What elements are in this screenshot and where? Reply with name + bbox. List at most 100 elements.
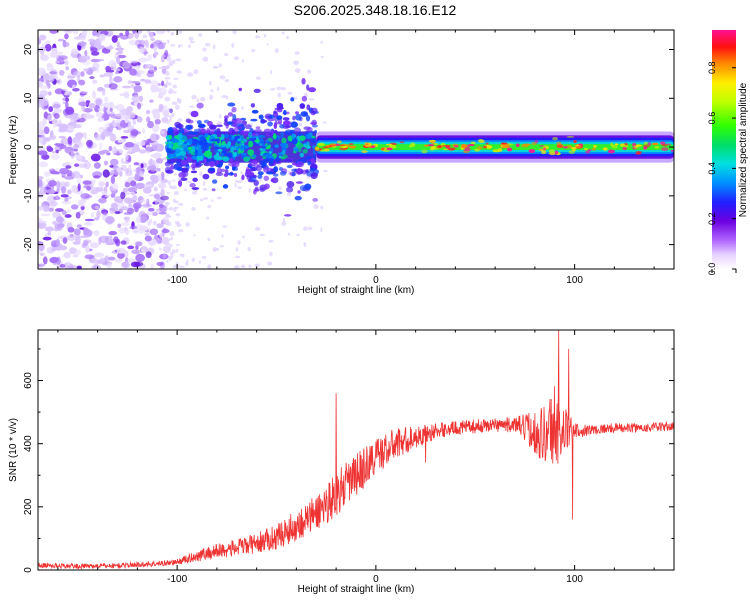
noise-speck — [169, 243, 173, 248]
noise-blob — [74, 163, 80, 167]
carrier-hotspot — [635, 151, 643, 154]
noise-blob — [98, 33, 106, 42]
signal-blob — [303, 143, 307, 148]
noise-blob — [118, 227, 127, 234]
noise-blob — [43, 171, 51, 177]
carrier-hotspot — [602, 147, 608, 151]
signal-blob — [286, 158, 291, 162]
carrier-hotspot — [585, 150, 591, 154]
noise-blob — [55, 256, 61, 265]
noise-speck — [174, 173, 177, 176]
carrier-hotspot — [556, 144, 564, 149]
noise-blob — [138, 39, 145, 45]
signal-blob — [267, 121, 273, 127]
noise-blob — [38, 67, 46, 76]
noise-blob — [132, 119, 137, 125]
noise-speck — [306, 69, 312, 74]
noise-blob — [38, 161, 48, 168]
noise-speck — [188, 105, 195, 108]
carrier-hotspot — [539, 145, 545, 147]
noise-speck — [282, 217, 286, 222]
signal-blob — [216, 138, 220, 144]
noise-speck — [167, 180, 172, 185]
noise-speck — [233, 56, 240, 60]
noise-blob — [59, 123, 69, 132]
noise-blob — [120, 158, 125, 165]
signal-blob — [300, 111, 309, 117]
noise-blob — [160, 188, 165, 197]
noise-blob — [57, 51, 64, 55]
noise-blob — [54, 88, 64, 95]
signal-blob — [187, 146, 193, 151]
signal-blob — [286, 181, 295, 188]
noise-blob — [117, 44, 122, 53]
noise-blob — [104, 194, 110, 198]
noise-speck — [294, 51, 300, 55]
carrier-hotspot — [632, 142, 637, 147]
noise-blob — [127, 245, 135, 250]
noise-speck — [308, 98, 315, 101]
noise-speck — [175, 262, 179, 265]
carrier-hotspot — [421, 149, 428, 154]
signal-blob — [240, 140, 245, 144]
noise-speck — [219, 244, 224, 248]
noise-blob — [147, 120, 154, 129]
noise-blob — [65, 97, 69, 102]
noise-blob — [120, 240, 127, 245]
carrier-hotspot — [635, 152, 642, 155]
noise-speck — [206, 216, 210, 220]
noise-blob — [59, 264, 66, 268]
carrier-hotspot — [528, 149, 536, 154]
noise-blob — [98, 236, 102, 245]
noise-blob — [155, 157, 164, 164]
noise-blob — [96, 259, 106, 264]
signal-blob — [232, 151, 238, 158]
signal-blob — [282, 117, 290, 121]
noise-speck — [169, 115, 173, 120]
noise-blob — [67, 189, 72, 195]
noise-speck — [277, 92, 281, 98]
carrier-hotspot — [463, 148, 471, 152]
noise-blob — [50, 153, 60, 160]
noise-blob — [99, 126, 108, 130]
noise-blob — [84, 49, 88, 57]
noise-speck — [254, 263, 260, 268]
noise-blob — [116, 56, 121, 65]
noise-speck — [247, 247, 251, 252]
signal-blob — [284, 158, 288, 162]
carrier-hotspot — [442, 148, 450, 151]
noise-speck — [263, 33, 267, 38]
noise-blob — [108, 60, 117, 68]
noise-blob — [161, 228, 170, 234]
noise-speck — [234, 183, 237, 188]
noise-blob — [71, 170, 81, 179]
noise-blob — [82, 227, 90, 234]
noise-speck — [164, 121, 170, 124]
noise-speck — [202, 56, 209, 62]
noise-blob — [162, 109, 169, 117]
colorbar-label: Normalized spectral amplitude — [738, 82, 749, 217]
noise-blob — [110, 175, 116, 184]
carrier-hotspot — [614, 143, 619, 146]
noise-blob — [96, 210, 101, 219]
noise-blob — [88, 38, 96, 42]
signal-blob — [250, 103, 256, 108]
noise-blob — [49, 71, 57, 75]
signal-blob — [234, 135, 241, 140]
noise-blob — [55, 208, 64, 213]
noise-speck — [208, 94, 214, 100]
noise-speck — [175, 58, 182, 62]
noise-blob — [114, 211, 121, 215]
signal-blob — [310, 107, 318, 114]
noise-blob — [146, 116, 151, 123]
noise-blob — [105, 46, 114, 50]
noise-blob — [66, 261, 71, 266]
signal-blob — [176, 156, 184, 159]
signal-blob — [215, 124, 223, 128]
noise-speck — [172, 179, 176, 182]
noise-blob — [136, 116, 143, 123]
carrier-hotspot — [437, 145, 442, 148]
noise-blob — [134, 204, 139, 213]
noise-blob — [74, 152, 80, 156]
signal-blob — [283, 120, 291, 126]
